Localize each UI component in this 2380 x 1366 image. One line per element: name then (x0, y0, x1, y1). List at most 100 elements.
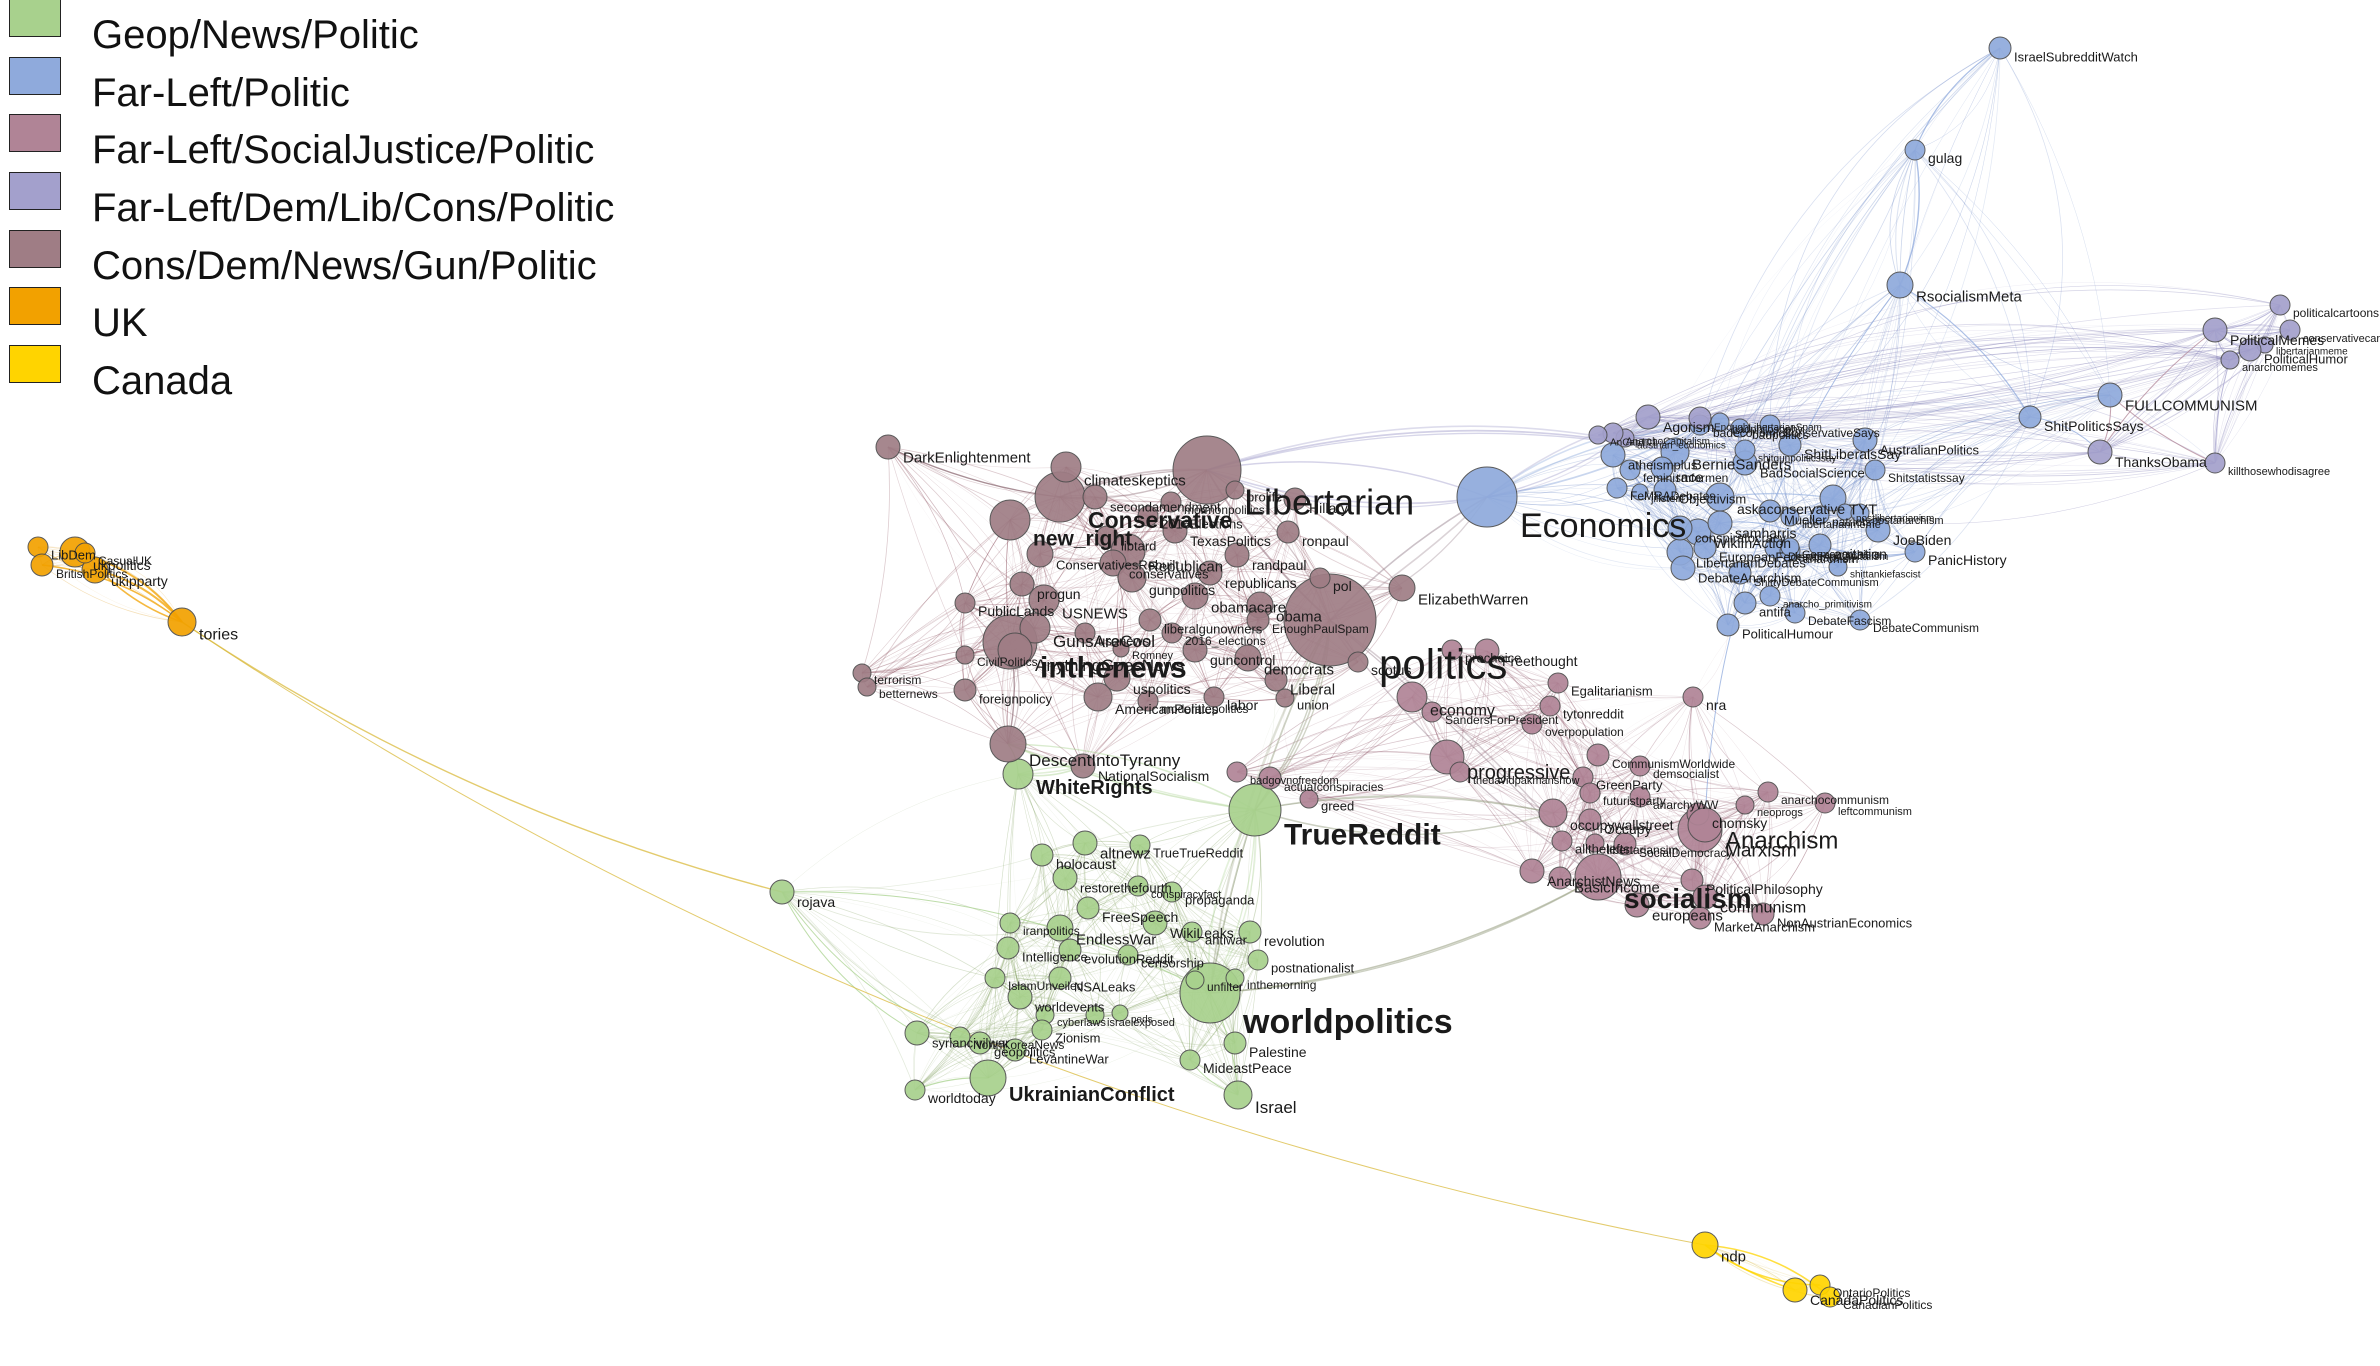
svg-text:neoprogs: neoprogs (1757, 807, 1803, 819)
svg-text:CasualUK: CasualUK (98, 554, 152, 568)
svg-text:shittankiefascist: shittankiefascist (1850, 570, 1921, 581)
svg-text:terrorism: terrorism (874, 673, 921, 687)
svg-text:republicans: republicans (1225, 575, 1297, 591)
svg-text:killthosewhodisagree: killthosewhodisagree (2228, 466, 2330, 478)
svg-text:thedavidpakmanshow: thedavidpakmanshow (1473, 775, 1579, 787)
svg-text:gunpolitics: gunpolitics (1149, 582, 1215, 598)
svg-text:ThanksObama: ThanksObama (2115, 454, 2207, 470)
svg-text:libtard: libtard (1121, 539, 1156, 554)
svg-text:SocialDemocracy: SocialDemocracy (1639, 846, 1732, 860)
svg-text:DebateAnarchism: DebateAnarchism (1698, 571, 1801, 586)
svg-text:labor: labor (1227, 697, 1258, 713)
svg-text:ElizabethWarren: ElizabethWarren (1418, 591, 1528, 608)
svg-text:FeMRADebates: FeMRADebates (1630, 489, 1715, 503)
svg-text:union: union (1297, 698, 1329, 713)
svg-text:MideastPeace: MideastPeace (1203, 1060, 1292, 1076)
svg-text:FULLCOMMUNISM: FULLCOMMUNISM (2125, 397, 2258, 414)
svg-text:communism: communism (1720, 900, 1806, 917)
svg-text:Romney: Romney (1132, 650, 1173, 662)
svg-text:propaganda: propaganda (1185, 893, 1255, 908)
svg-text:worldevents: worldevents (1034, 1000, 1105, 1015)
svg-text:anarcho_primitivism: anarcho_primitivism (1783, 600, 1872, 611)
svg-text:politicalcartoons: politicalcartoons (2293, 306, 2379, 320)
svg-text:climateskeptics: climateskeptics (1084, 472, 1186, 489)
svg-text:PublicLands: PublicLands (978, 603, 1054, 619)
svg-text:Occupy: Occupy (1604, 821, 1651, 837)
svg-text:Agorism: Agorism (1663, 419, 1714, 435)
svg-text:AustralianPolitics: AustralianPolitics (1880, 443, 1979, 458)
svg-text:worldpolitics: worldpolitics (1242, 1003, 1453, 1041)
svg-text:DarkEnlightenment: DarkEnlightenment (903, 449, 1031, 466)
svg-text:altnewz: altnewz (1100, 845, 1151, 862)
svg-text:EnoughLibertarianSpam: EnoughLibertarianSpam (1714, 423, 1822, 434)
svg-text:foreignpolicy: foreignpolicy (979, 692, 1052, 707)
svg-text:peds: peds (1131, 1015, 1153, 1026)
svg-text:mormonpolitics: mormonpolitics (1184, 503, 1265, 517)
svg-text:cyberlaws: cyberlaws (1057, 1017, 1106, 1029)
svg-text:USNEWS: USNEWS (1062, 605, 1128, 622)
svg-text:censorship: censorship (1141, 956, 1204, 971)
svg-text:gulag: gulag (1928, 150, 1962, 166)
svg-text:progun: progun (1037, 586, 1081, 602)
svg-text:BasicIncome: BasicIncome (1574, 879, 1660, 896)
svg-text:postanarchism: postanarchism (1872, 515, 1944, 527)
svg-text:anarchomemes: anarchomemes (2242, 362, 2318, 374)
svg-text:unfilter: unfilter (1207, 980, 1243, 994)
svg-text:EndlessWar: EndlessWar (1076, 931, 1156, 948)
svg-text:usanews: usanews (1098, 634, 1150, 649)
svg-text:nra: nra (1706, 697, 1726, 713)
svg-text:CanadianPolitics: CanadianPolitics (1843, 1298, 1932, 1312)
svg-text:tories: tories (199, 627, 238, 644)
svg-text:iranpolitics: iranpolitics (1023, 924, 1080, 938)
svg-text:Freethought: Freethought (1502, 653, 1578, 669)
svg-text:shitgunpoliticssay: shitgunpoliticssay (1758, 454, 1836, 465)
svg-text:EuropeanFederalists: EuropeanFederalists (1719, 550, 1839, 565)
svg-text:TrueReddit: TrueReddit (1284, 819, 1441, 852)
svg-text:inthemorning: inthemorning (1247, 978, 1316, 992)
svg-text:JoeBiden: JoeBiden (1893, 532, 1951, 548)
svg-text:Anarchism: Anarchism (1725, 827, 1838, 854)
svg-text:FreeSpeech: FreeSpeech (1102, 909, 1178, 925)
svg-text:ronpaul: ronpaul (1302, 533, 1349, 549)
svg-text:europeans: europeans (1652, 907, 1723, 924)
svg-text:NationalSocialism: NationalSocialism (1098, 768, 1209, 784)
svg-text:leftcommunism: leftcommunism (1838, 806, 1912, 818)
svg-text:actuaIconspiracies: actuaIconspiracies (1284, 780, 1383, 794)
svg-text:IsraelSubredditWatch: IsraelSubredditWatch (2014, 50, 2138, 65)
svg-text:Zionism: Zionism (1055, 1031, 1101, 1046)
svg-text:Liberal: Liberal (1290, 681, 1335, 698)
svg-text:Palestine: Palestine (1249, 1044, 1307, 1060)
svg-text:AnCap101: AnCap101 (1610, 438, 1658, 449)
svg-text:SandersForPresident: SandersForPresident (1445, 713, 1559, 727)
svg-text:UkrainianConflict: UkrainianConflict (1009, 1084, 1175, 1106)
svg-text:ukipparty: ukipparty (111, 573, 168, 589)
svg-text:PanicHistory: PanicHistory (1928, 552, 2007, 568)
svg-text:IslamUnveiled: IslamUnveiled (1008, 979, 1083, 993)
svg-text:democrats: democrats (1264, 661, 1334, 678)
svg-text:overpopulation: overpopulation (1545, 725, 1624, 739)
svg-text:race: race (1676, 469, 1703, 485)
svg-text:randpaul: randpaul (1252, 557, 1307, 573)
svg-text:obamacare: obamacare (1211, 599, 1286, 616)
svg-text:worldtoday: worldtoday (927, 1090, 996, 1106)
svg-text:RsocialismMeta: RsocialismMeta (1916, 288, 2023, 305)
svg-text:greed: greed (1321, 799, 1354, 814)
svg-text:Intelligence: Intelligence (1022, 950, 1088, 965)
svg-text:agitation: agitation (1834, 546, 1887, 562)
svg-text:revolution: revolution (1264, 933, 1325, 949)
svg-text:antifa: antifa (1759, 605, 1792, 620)
svg-text:Hillary: Hillary (1309, 500, 1348, 516)
svg-text:scotus: scotus (1371, 662, 1411, 678)
svg-text:MarketAnarchism: MarketAnarchism (1714, 920, 1815, 935)
svg-text:uspolitics: uspolitics (1133, 681, 1191, 697)
svg-text:conservativecartoons: conservativecartoons (2303, 333, 2380, 345)
svg-text:samharris: samharris (1735, 525, 1796, 541)
svg-text:conservatives: conservatives (1129, 567, 1209, 582)
svg-text:ndp: ndp (1721, 1248, 1746, 1265)
svg-text:TexasPolitics: TexasPolitics (1190, 533, 1271, 549)
svg-text:EnoughPaulSpam: EnoughPaulSpam (1272, 622, 1369, 636)
svg-text:Shitstatistssay: Shitstatistssay (1888, 471, 1965, 485)
svg-text:BadSocialScience: BadSocialScience (1760, 466, 1865, 481)
svg-text:rojava: rojava (797, 894, 835, 910)
svg-text:Egalitarianism: Egalitarianism (1571, 684, 1653, 699)
